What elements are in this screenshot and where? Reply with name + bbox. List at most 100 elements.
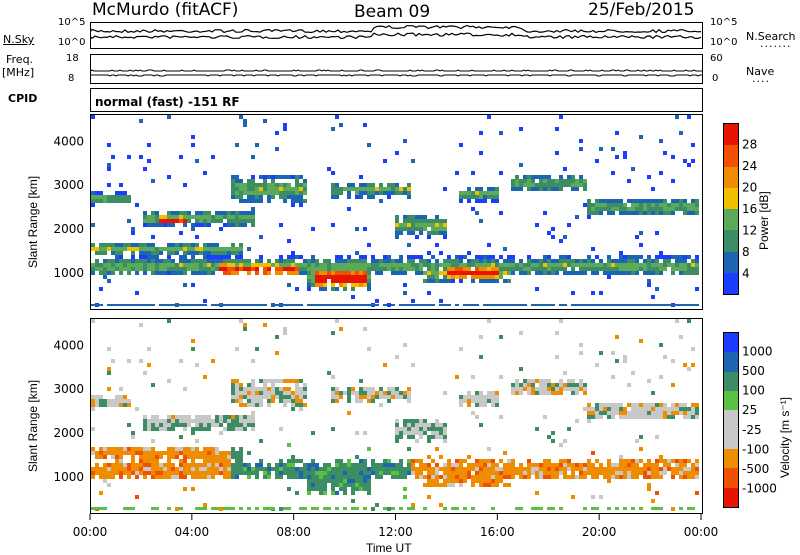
power-cell [467, 259, 471, 263]
power-cell [287, 271, 291, 275]
velocity-cell [247, 399, 251, 403]
velocity-cell [319, 471, 323, 475]
velocity-cell [311, 459, 315, 463]
power-cell [499, 263, 503, 267]
power-cell [683, 199, 687, 203]
velocity-cell [547, 435, 551, 439]
velocity-cell [583, 467, 587, 471]
power-cell [235, 175, 239, 179]
velocity-cell [483, 467, 487, 471]
velocity-cell [235, 471, 239, 475]
power-cell [311, 271, 315, 275]
power-cell [295, 191, 299, 195]
velocity-cell [239, 423, 243, 427]
velocity-cell [523, 387, 527, 391]
power-cell [503, 259, 507, 263]
velocity-cell [387, 467, 391, 471]
power-cell [591, 271, 595, 275]
velocity-cell [215, 415, 219, 419]
velocity-cell [331, 491, 335, 495]
velocity-cell [135, 407, 139, 411]
power-cell [299, 271, 303, 275]
power-cell [167, 267, 171, 271]
power-cell [403, 215, 407, 219]
power-cell [91, 199, 95, 203]
power-cell [271, 187, 275, 191]
velocity-cell [527, 459, 531, 463]
velocity-cell [523, 475, 527, 479]
velocity-cell [403, 487, 407, 491]
power-cell [291, 191, 295, 195]
power-cell [219, 227, 223, 231]
velocity-cell [99, 475, 103, 479]
velocity-cell [667, 459, 671, 463]
power-cell [663, 199, 667, 203]
power-cell [231, 175, 235, 179]
velocity-cell [555, 355, 559, 359]
power-cell [403, 187, 407, 191]
velocity-cell [395, 391, 399, 395]
velocity-cell [351, 499, 355, 503]
power-cell [479, 191, 483, 195]
power-cell [99, 271, 103, 275]
velocity-cell [519, 383, 523, 387]
power-cell [471, 259, 475, 263]
power-cell [399, 231, 403, 235]
power-cell [535, 267, 539, 271]
power-cell [199, 219, 203, 223]
power-cell [351, 279, 355, 283]
velocity-cell [367, 467, 371, 471]
power-cell [579, 147, 583, 151]
power-cell [319, 283, 323, 287]
power-cell [507, 267, 511, 271]
power-cell [203, 219, 207, 223]
power-cell [475, 195, 479, 199]
velocity-cell [515, 387, 519, 391]
velocity-cell [239, 387, 243, 391]
velocity-cell [291, 471, 295, 475]
power-cell [347, 259, 351, 263]
velocity-cell [679, 463, 683, 467]
velocity-cell [567, 383, 571, 387]
velocity-cell [335, 483, 339, 487]
velocity-cell [635, 463, 639, 467]
velocity-cell [415, 439, 419, 443]
power-cell [215, 211, 219, 215]
velocity-cell [215, 467, 219, 471]
velocity-cell [267, 379, 271, 383]
velocity-cell [535, 507, 539, 510]
power-cell [479, 199, 483, 203]
power-cell [95, 251, 99, 255]
power-cell [683, 159, 687, 163]
power-cell [107, 243, 111, 247]
velocity-cell [243, 327, 247, 331]
velocity-cell [123, 395, 127, 399]
velocity-cell [127, 359, 131, 363]
power-cell [335, 279, 339, 283]
velocity-cell [279, 475, 283, 479]
power-cell [203, 267, 207, 271]
velocity-cell [415, 467, 419, 471]
velocity-cell [259, 439, 263, 443]
power-cell [91, 243, 95, 247]
velocity-cell [303, 391, 307, 395]
velocity-cell [127, 507, 131, 510]
power-cell [363, 227, 367, 231]
power-cell [139, 243, 143, 247]
power-cell [379, 199, 383, 203]
power-cell [267, 191, 271, 195]
power-cell [591, 263, 595, 267]
velocity-cell [535, 475, 539, 479]
power-cell [399, 255, 403, 259]
velocity-cell [559, 463, 563, 467]
power-cell [247, 187, 251, 191]
power-cell [131, 259, 135, 263]
velocity-cell [495, 483, 499, 487]
power-cell [323, 263, 327, 267]
power-cell [331, 191, 335, 195]
power-cell [439, 227, 443, 231]
velocity-cell [295, 471, 299, 475]
power-cell [291, 187, 295, 191]
power-cell [595, 267, 599, 271]
power-cell [235, 215, 239, 219]
